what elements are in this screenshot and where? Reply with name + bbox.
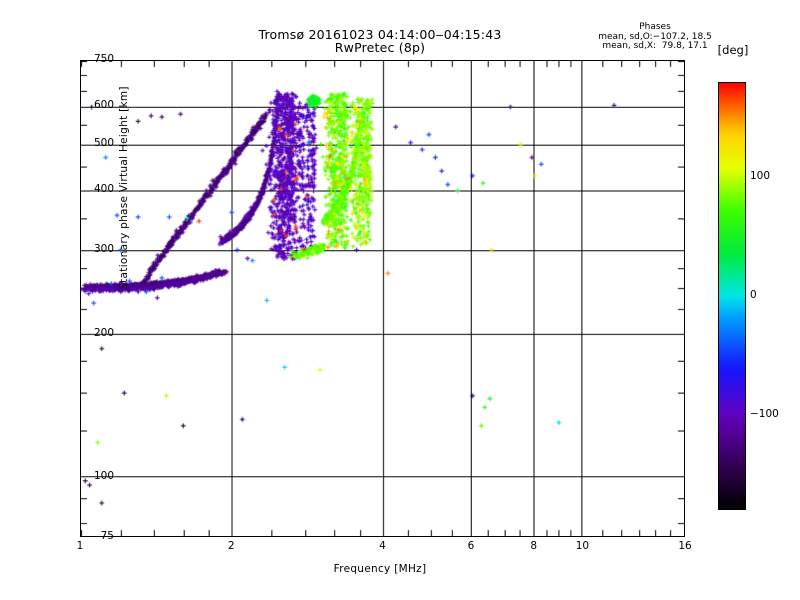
- y-tick-label-400: 400: [93, 183, 114, 196]
- y-tick-label-500: 500: [93, 136, 114, 149]
- colorbar: [718, 82, 746, 510]
- x-tick-label-8: 8: [530, 540, 538, 552]
- x-tick-label-10: 10: [575, 540, 590, 552]
- y-tick-label-750: 750: [93, 53, 114, 65]
- colorbar-tick--100: −100: [750, 407, 779, 420]
- y-tick-label-75: 75: [100, 530, 114, 542]
- colorbar-tick-100: 100: [750, 170, 771, 183]
- colorbar-unit-label: [deg]: [717, 43, 749, 57]
- phase-statistics-block: Phases mean, sd,O:−107.2, 18.5 mean, sd,…: [575, 22, 735, 52]
- y-tick-label-100: 100: [93, 470, 114, 483]
- phase-stats-x-mode: mean, sd,X: 79.8, 17.1: [602, 41, 708, 52]
- x-tick-label-4: 4: [379, 540, 386, 552]
- colorbar-tick-0: 0: [750, 289, 757, 301]
- scatter-canvas: [81, 61, 684, 536]
- x-tick-label-2: 2: [227, 540, 235, 552]
- x-axis-label: Frequency [MHz]: [333, 563, 427, 575]
- x-tick-label-1: 1: [76, 540, 84, 552]
- x-tick-label-16: 16: [678, 540, 692, 552]
- plot-title-line1: Tromsø 20161023 04:14:00‒04:15:43: [258, 27, 502, 42]
- y-tick-label-300: 300: [93, 242, 114, 255]
- phase-stats-o-mode: mean, sd,O:−107.2, 18.5: [598, 31, 712, 42]
- y-tick-label-200: 200: [93, 326, 114, 339]
- y-axis-label: Stationary phase Virtual Height [km]: [118, 86, 130, 290]
- y-tick-label-600: 600: [93, 99, 114, 112]
- x-tick-label-6: 6: [467, 540, 475, 552]
- phase-stats-header: Phases: [639, 22, 671, 32]
- plot-area: [80, 60, 685, 537]
- plot-title-line2: RwPretec (8p): [334, 40, 426, 55]
